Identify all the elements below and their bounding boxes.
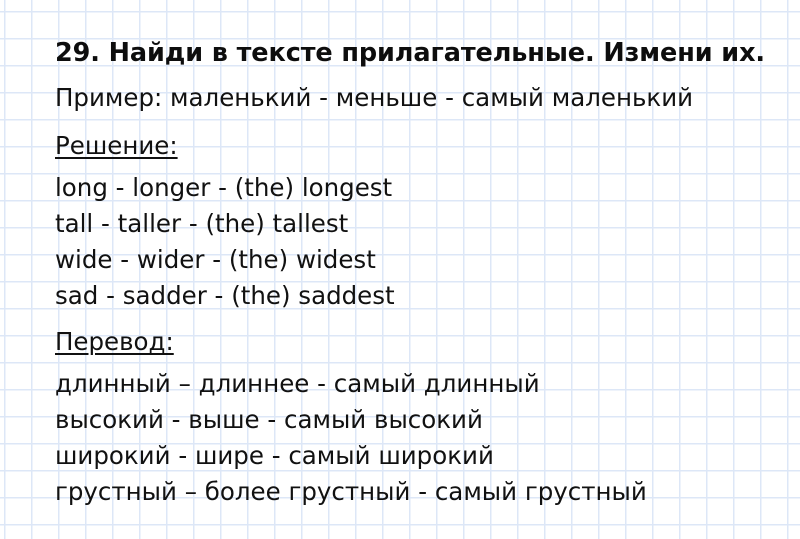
translation-item: грустный – более грустный - самый грустн… <box>55 477 647 506</box>
translation-item: длинный – длиннее - самый длинный <box>55 369 540 398</box>
translation-item: широкий - шире - самый широкий <box>55 441 494 470</box>
solution-heading: Решение: <box>55 131 178 160</box>
solution-item: sad - sadder - (the) saddest <box>55 281 395 310</box>
exercise-title: 29. Найди в тексте прилагательные. Измен… <box>55 38 765 68</box>
translation-heading: Перевод: <box>55 327 174 356</box>
translation-item: высокий - выше - самый высокий <box>55 405 483 434</box>
solution-item: tall - taller - (the) tallest <box>55 209 349 238</box>
solution-item: wide - wider - (the) widest <box>55 245 376 274</box>
solution-item: long - longer - (the) longest <box>55 173 393 202</box>
example-line: Пример: маленький - меньше - самый мален… <box>55 83 694 112</box>
